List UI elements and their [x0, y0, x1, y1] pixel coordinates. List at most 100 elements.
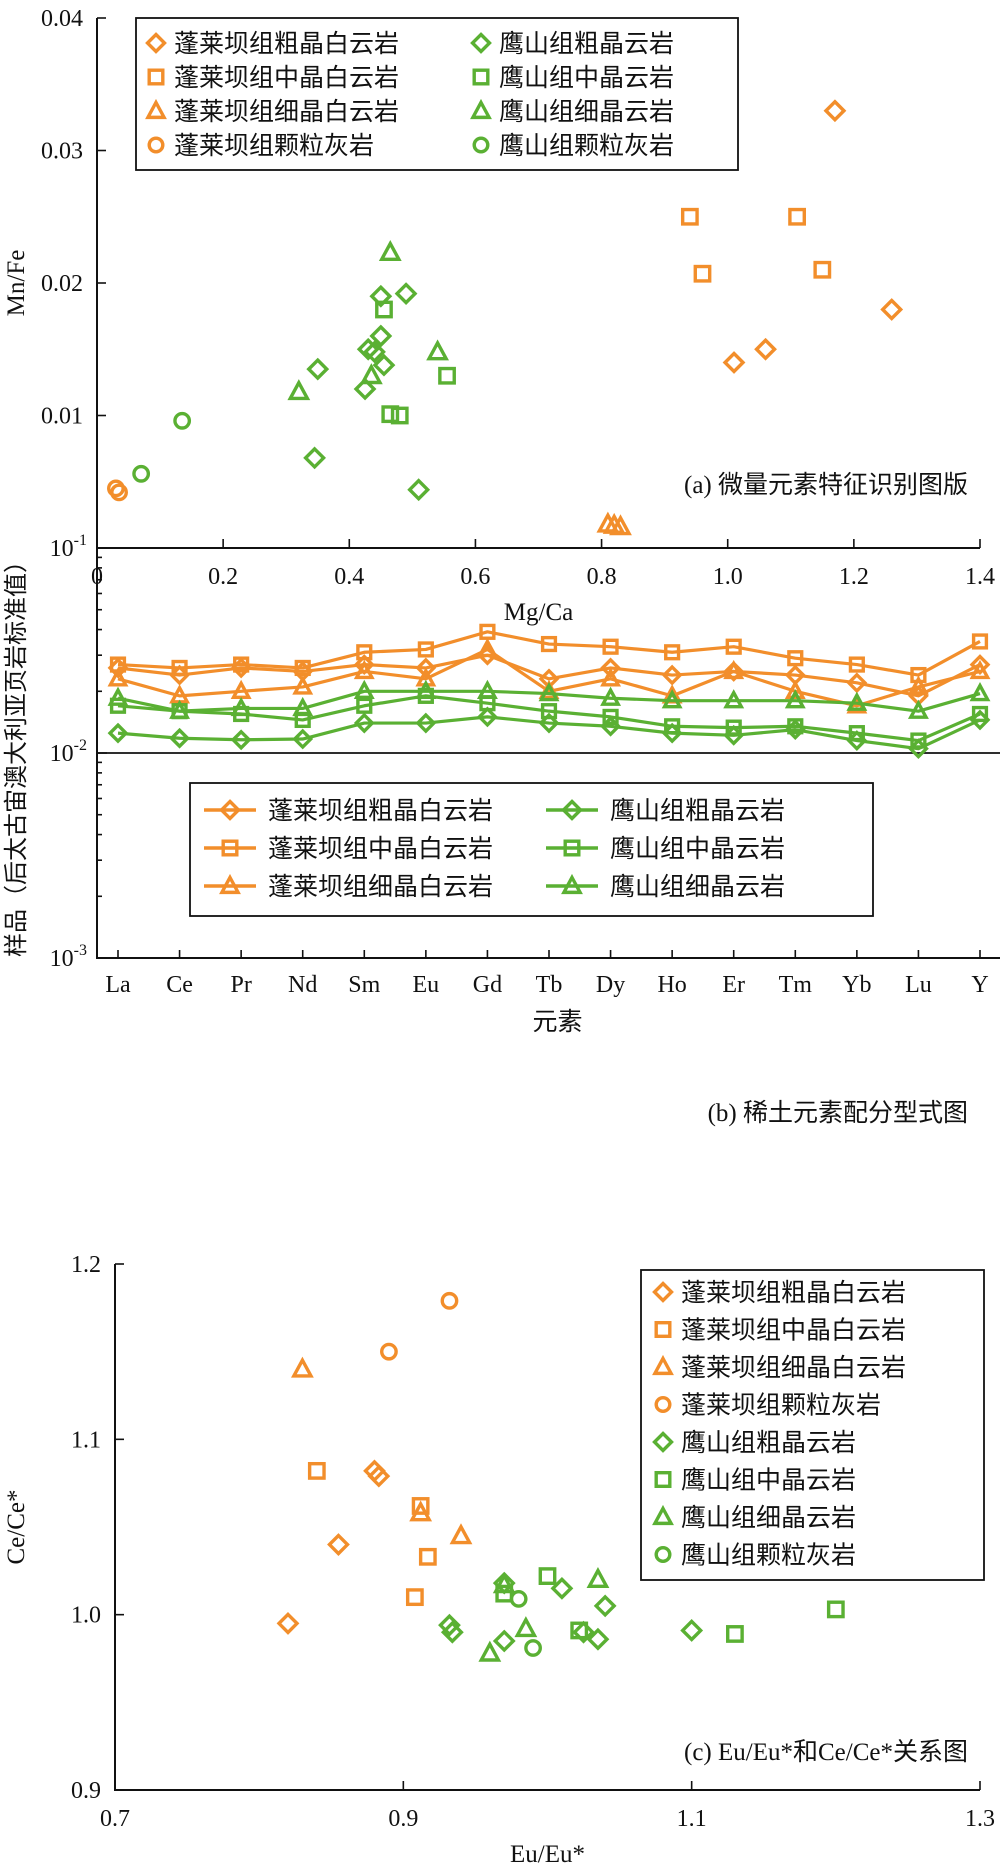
data-point — [722, 351, 746, 374]
x-tick-label: 0.6 — [460, 564, 490, 590]
data-point — [449, 1523, 473, 1545]
data-point — [303, 446, 327, 470]
data-point — [848, 656, 865, 673]
legend-marker — [652, 1354, 674, 1376]
panel-a-chart: 0 0.2 0.4 0.6 0.8 1.0 1.2 1.40.010.020.030.04Mg… — [3, 6, 995, 626]
data-point — [306, 357, 330, 381]
legend-marker — [472, 68, 490, 86]
legend-marker — [652, 1431, 674, 1453]
data-point — [353, 659, 375, 680]
data-point — [353, 712, 375, 734]
data-point — [907, 699, 929, 719]
data-point — [492, 1629, 516, 1653]
data-point — [725, 638, 742, 655]
data-point — [405, 1588, 424, 1607]
data-point — [292, 675, 314, 695]
data-point — [327, 1533, 350, 1556]
data-point — [292, 696, 314, 717]
data-point — [661, 664, 683, 686]
data-point — [107, 686, 129, 706]
data-point — [411, 1497, 430, 1515]
data-point — [572, 1620, 595, 1644]
data-point — [415, 679, 437, 699]
data-point — [381, 405, 400, 424]
data-point — [367, 1464, 391, 1488]
legend-label: 蓬莱坝组细晶白云岩 — [268, 873, 493, 901]
legend-marker — [219, 799, 241, 821]
data-point — [880, 298, 904, 321]
data-point — [476, 679, 498, 699]
legend-label: 蓬莱坝组粗晶白云岩 — [681, 1279, 906, 1307]
data-point — [438, 1613, 461, 1637]
data-point — [438, 366, 456, 385]
legend-label: 蓬莱坝组颗粒灰岩 — [681, 1392, 881, 1420]
data-point — [415, 712, 437, 734]
data-point — [907, 675, 929, 695]
data-point — [680, 1619, 704, 1642]
data-point — [359, 363, 383, 385]
data-point — [784, 679, 806, 699]
x-tick-label: La — [105, 972, 131, 998]
data-point — [969, 681, 991, 702]
y-tick-label: 0.9 — [71, 1778, 101, 1804]
data-point — [415, 657, 437, 679]
data-point — [495, 1584, 514, 1603]
data-point — [390, 406, 409, 425]
data-point — [169, 699, 191, 719]
data-point — [478, 1640, 502, 1662]
x-tick-label: Ce — [166, 972, 193, 998]
y-tick-label: 0.04 — [41, 6, 83, 32]
x-tick-label: Gd — [473, 972, 502, 998]
x-tick-label: 1.3 — [965, 1806, 995, 1832]
x-tick-label: 1.0 — [713, 564, 743, 590]
data-point — [369, 284, 393, 308]
data-point — [600, 667, 622, 687]
legend-label: 鹰山组颗粒灰岩 — [499, 132, 674, 160]
legend-marker — [221, 839, 239, 857]
data-point — [723, 661, 745, 682]
legend-marker — [145, 98, 167, 120]
data-point — [171, 659, 188, 677]
legend-marker — [652, 1281, 674, 1303]
data-point — [407, 478, 431, 502]
x-tick-label: Dy — [596, 972, 625, 998]
data-point — [971, 633, 989, 650]
data-point — [492, 1572, 516, 1594]
legend-marker — [219, 873, 241, 895]
data-point — [969, 659, 991, 680]
legend-label: 鹰山组细晶云岩 — [681, 1504, 856, 1532]
x-tick-label: Tb — [536, 972, 563, 998]
y-tick-label: 10-2 — [50, 737, 87, 767]
legend-label: 鹰山组粗晶云岩 — [681, 1429, 856, 1457]
x-tick-label: Er — [722, 972, 745, 998]
y-axis-label: Mn/Fe — [3, 250, 30, 317]
legend-marker — [147, 136, 165, 154]
legend-marker — [654, 1320, 672, 1338]
data-point — [524, 1639, 542, 1657]
data-point — [394, 282, 418, 306]
data-point — [409, 1500, 433, 1522]
data-point — [292, 728, 314, 750]
data-point — [784, 689, 806, 709]
data-point — [813, 260, 832, 279]
data-point — [356, 337, 380, 361]
data-point — [372, 353, 396, 377]
panel-c-chart: 0.7 0.9 1.1 1.30.91.01.11.2Eu/Eu*Ce/Ce*(c) … — [3, 1252, 995, 1868]
legend-label: 蓬莱坝组细晶白云岩 — [174, 98, 399, 126]
data-point — [726, 1625, 744, 1643]
legend-label: 蓬莱坝组粗晶白云岩 — [268, 797, 493, 825]
data-point — [846, 691, 868, 711]
legend-marker — [563, 839, 581, 857]
data-point — [754, 337, 777, 361]
x-axis-label: 元素 — [532, 1008, 582, 1036]
x-tick-label: Sm — [348, 972, 380, 998]
legend-marker — [145, 32, 167, 54]
data-point — [693, 264, 712, 283]
data-point — [823, 99, 847, 123]
data-point — [664, 718, 681, 735]
legend-label: 蓬莱坝组中晶白云岩 — [268, 835, 493, 863]
data-point — [276, 1612, 300, 1635]
x-tick-label: 0.7 — [100, 1806, 130, 1832]
legend-marker — [470, 32, 492, 54]
